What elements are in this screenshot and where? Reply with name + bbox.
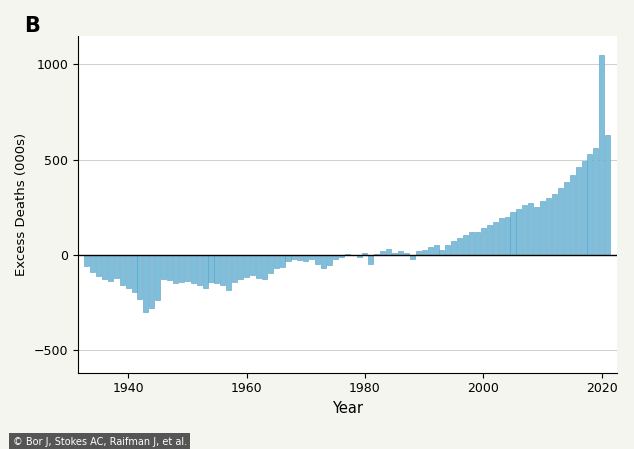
Bar — [599, 55, 604, 255]
Bar — [558, 188, 563, 255]
Bar — [333, 255, 338, 259]
Bar — [593, 148, 598, 255]
Bar — [274, 255, 279, 268]
Bar — [262, 255, 267, 279]
Bar — [126, 255, 131, 288]
Bar — [285, 255, 290, 261]
Bar — [292, 255, 297, 259]
Bar — [102, 255, 107, 279]
Bar — [576, 167, 581, 255]
Bar — [368, 255, 373, 264]
Bar — [256, 255, 261, 277]
Bar — [463, 235, 468, 255]
Bar — [469, 232, 474, 255]
Bar — [374, 254, 379, 255]
Bar — [386, 249, 391, 255]
Bar — [244, 255, 249, 277]
Bar — [309, 255, 314, 259]
Bar — [410, 255, 415, 259]
Bar — [221, 255, 225, 285]
Bar — [184, 255, 190, 282]
Text: © Bor J, Stokes AC, Raifman J, et al.: © Bor J, Stokes AC, Raifman J, et al. — [13, 437, 187, 447]
Bar — [505, 216, 510, 255]
Bar — [84, 255, 89, 266]
Bar — [517, 209, 521, 255]
Bar — [581, 161, 586, 255]
Bar — [451, 242, 456, 255]
Bar — [179, 255, 184, 282]
Bar — [90, 255, 95, 272]
Bar — [498, 218, 503, 255]
Bar — [280, 255, 285, 267]
Bar — [427, 247, 432, 255]
Bar — [149, 255, 154, 308]
Bar — [173, 255, 178, 283]
Bar — [238, 255, 243, 279]
Bar — [363, 253, 368, 255]
Bar — [475, 232, 480, 255]
Bar — [487, 225, 492, 255]
Bar — [197, 255, 202, 285]
Bar — [321, 255, 326, 268]
Bar — [226, 255, 231, 290]
Bar — [404, 253, 409, 255]
Bar — [303, 255, 308, 261]
X-axis label: Year: Year — [332, 401, 363, 416]
Bar — [439, 250, 444, 255]
Bar — [552, 194, 557, 255]
Bar — [605, 135, 611, 255]
Bar — [131, 255, 136, 292]
Bar — [297, 255, 302, 260]
Y-axis label: Excess Deaths (000s): Excess Deaths (000s) — [15, 133, 28, 276]
Bar — [588, 154, 593, 255]
Bar — [392, 253, 397, 255]
Bar — [120, 255, 125, 285]
Bar — [167, 255, 172, 281]
Bar — [209, 255, 214, 282]
Bar — [356, 255, 361, 257]
Bar — [457, 238, 462, 255]
Bar — [339, 255, 344, 257]
Bar — [380, 251, 385, 255]
Bar — [315, 255, 320, 264]
Bar — [345, 254, 350, 255]
Bar — [434, 245, 439, 255]
Bar — [232, 255, 237, 282]
Bar — [445, 245, 450, 255]
Bar — [546, 198, 551, 255]
Bar — [570, 175, 575, 255]
Bar — [203, 255, 207, 288]
Bar — [250, 255, 255, 275]
Bar — [138, 255, 143, 299]
Bar — [493, 222, 498, 255]
Bar — [268, 255, 273, 273]
Bar — [540, 202, 545, 255]
Bar — [161, 255, 166, 279]
Bar — [416, 251, 421, 255]
Bar — [143, 255, 148, 312]
Bar — [96, 255, 101, 276]
Bar — [113, 255, 119, 277]
Bar — [155, 255, 160, 300]
Bar — [327, 255, 332, 265]
Bar — [422, 250, 427, 255]
Bar — [481, 228, 486, 255]
Bar — [191, 255, 196, 283]
Text: B: B — [24, 16, 40, 35]
Bar — [528, 203, 533, 255]
Bar — [510, 212, 515, 255]
Bar — [108, 255, 113, 282]
Bar — [522, 205, 527, 255]
Bar — [564, 182, 569, 255]
Bar — [534, 207, 539, 255]
Bar — [214, 255, 219, 283]
Bar — [398, 251, 403, 255]
